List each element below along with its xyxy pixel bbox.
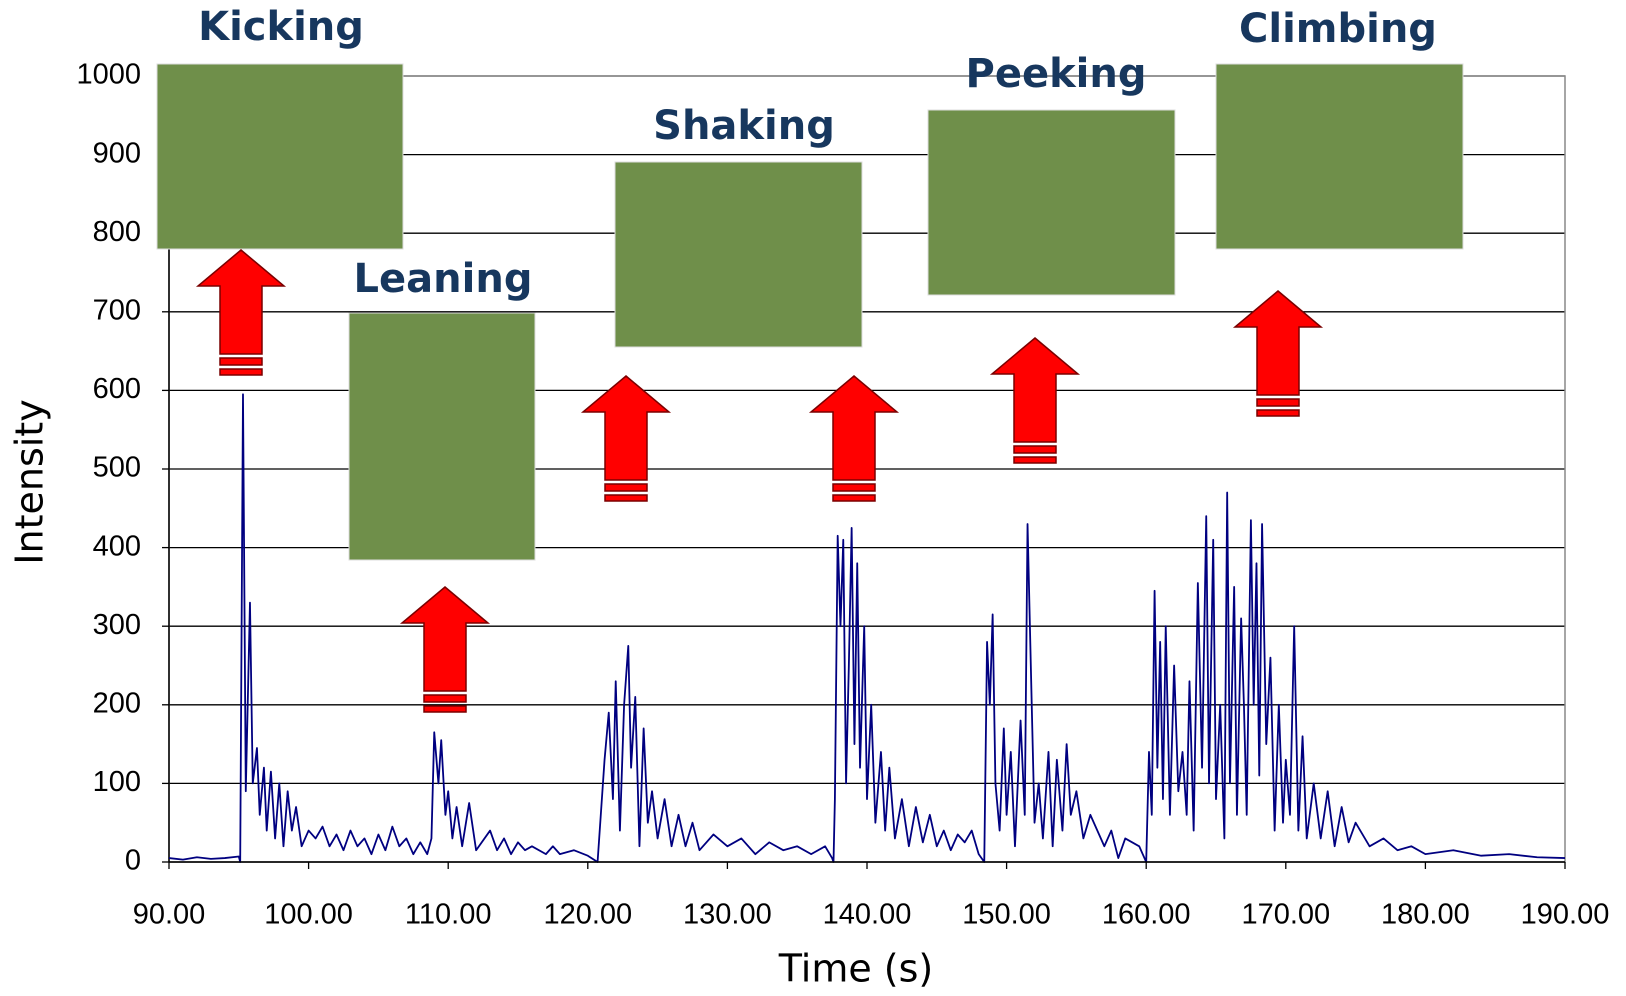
arrow <box>402 587 488 712</box>
y-axis-title: Intensity <box>8 399 52 564</box>
photo-climbing <box>1216 64 1463 249</box>
arrow <box>583 376 669 501</box>
annotation: Shaking <box>653 103 835 149</box>
photo-leaning <box>349 313 535 560</box>
x-tick-label: 180.00 <box>1381 899 1470 931</box>
x-tick-label: 150.00 <box>962 899 1051 931</box>
x-tick-label: 140.00 <box>823 899 912 931</box>
y-tick-label: 800 <box>93 216 141 248</box>
annotation: Kicking <box>198 4 364 50</box>
arrow <box>992 338 1078 463</box>
annotation: Climbing <box>1239 6 1437 52</box>
photo-kicking <box>157 64 403 249</box>
x-tick-label: 170.00 <box>1241 899 1330 931</box>
y-tick-label: 200 <box>93 687 141 719</box>
y-tick-label: 100 <box>93 766 141 798</box>
x-tick-label: 130.00 <box>683 899 772 931</box>
x-axis-title: Time (s) <box>778 947 934 991</box>
y-tick-label: 0 <box>125 845 141 877</box>
x-tick-label: 120.00 <box>543 899 632 931</box>
photo-peeking <box>928 110 1175 295</box>
y-tick-label: 500 <box>93 452 141 484</box>
x-tick-label: 100.00 <box>264 899 353 931</box>
annotation: Peeking <box>966 51 1147 97</box>
x-tick-label: 110.00 <box>405 899 492 931</box>
x-tick-label: 160.00 <box>1102 899 1191 931</box>
y-tick-label: 300 <box>93 609 141 641</box>
y-tick-label: 700 <box>93 294 141 326</box>
x-tick-label: 90.00 <box>133 899 206 931</box>
annotation: Leaning <box>354 256 533 302</box>
arrow <box>1235 291 1321 416</box>
x-tick-label: 190.00 <box>1521 899 1610 931</box>
y-tick-label: 400 <box>93 530 141 562</box>
arrow <box>198 250 284 375</box>
y-tick-label: 900 <box>93 137 141 169</box>
arrow <box>811 376 897 501</box>
y-tick-label: 1000 <box>76 59 141 91</box>
y-tick-label: 600 <box>93 373 141 405</box>
chart: Time (s) Intensity 0 100 200 300 400 500 600 70… <box>0 0 1626 996</box>
photo-shaking <box>615 162 862 347</box>
